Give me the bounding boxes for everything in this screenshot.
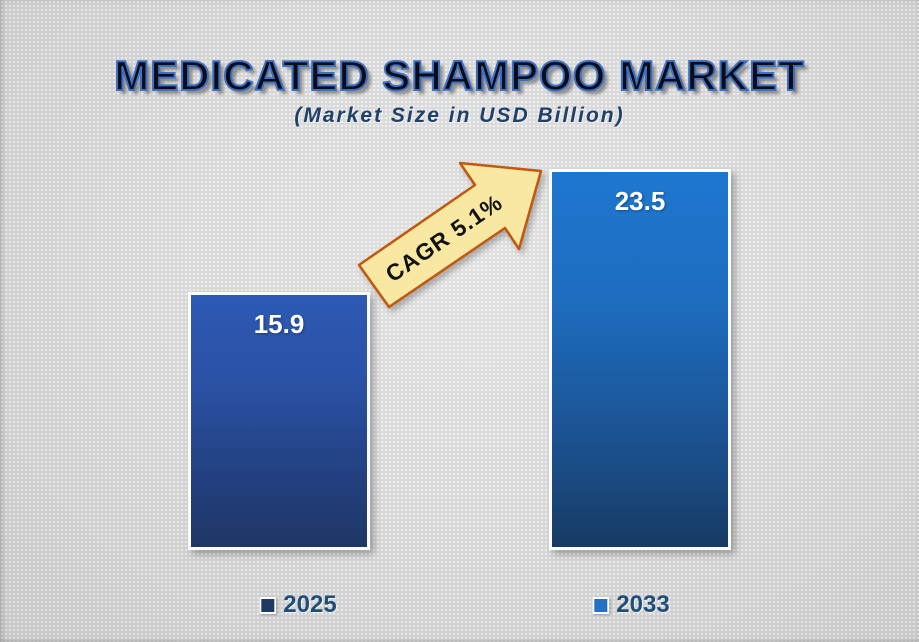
chart-title: MEDICATED SHAMPOO MARKET [113, 51, 805, 100]
legend-swatch-2033-icon [592, 596, 610, 614]
bar-2033: 23.5 [549, 169, 731, 550]
legend-item-2025: 2025 [259, 591, 337, 619]
bar-value-2033: 23.5 [614, 186, 666, 216]
legend-label-2033: 2033 [616, 591, 670, 618]
cagr-annotation: CAGR 5.1% [381, 189, 507, 287]
bar-2025: 15.9 [188, 292, 370, 550]
bar-value-2025: 15.9 [253, 309, 305, 339]
growth-arrow-icon [357, 161, 543, 309]
legend-label-2025: 2025 [283, 591, 337, 618]
legend-swatch-2025-icon [259, 596, 277, 614]
legend-item-2033: 2033 [592, 591, 670, 619]
chart-subtitle: (Market Size in USD Billion) [294, 104, 625, 127]
